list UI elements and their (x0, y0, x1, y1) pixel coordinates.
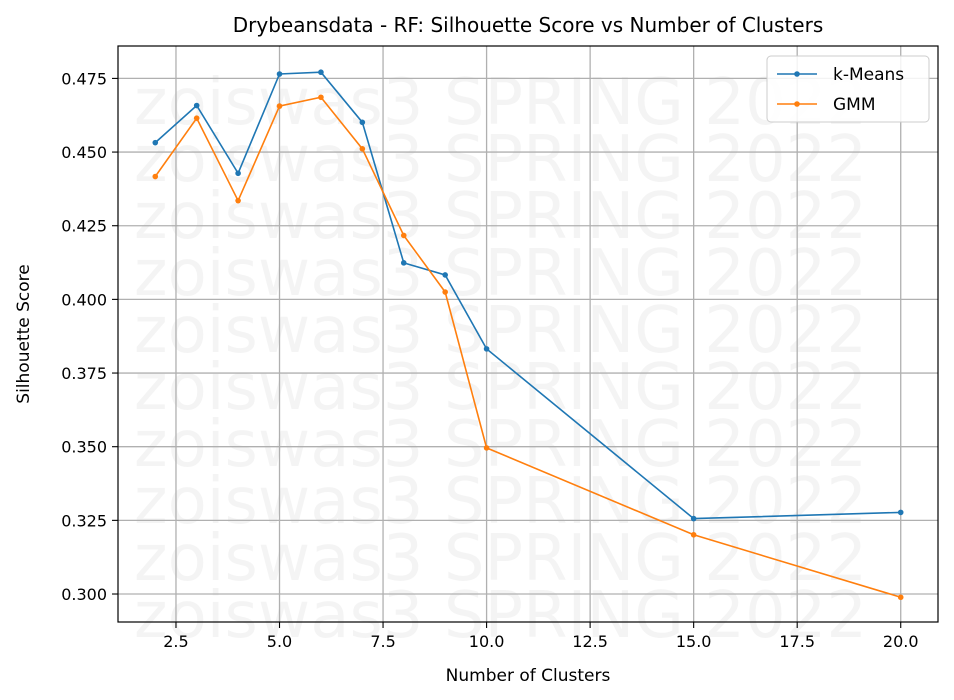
x-tick-label: 12.5 (572, 632, 608, 651)
data-point-gmm (897, 594, 904, 601)
data-point-gmm (235, 197, 241, 204)
data-point-gmm (400, 232, 407, 239)
legend-label-k-means: k-Means (833, 65, 904, 85)
data-point-k-means (442, 272, 448, 278)
watermark-text: zoiswas3 SPRING 2022 (134, 351, 867, 425)
watermark-text: zoiswas3 SPRING 2022 (134, 465, 867, 539)
data-point-gmm (359, 146, 366, 152)
x-tick-label: 10.0 (469, 632, 505, 651)
y-tick-label: 0.475 (61, 69, 107, 88)
data-point-k-means (400, 260, 407, 266)
y-tick-label: 0.450 (61, 143, 107, 162)
legend-marker-gmm (794, 101, 800, 107)
x-tick-label: 17.5 (779, 632, 815, 651)
x-tick-label: 2.5 (163, 632, 188, 651)
watermark-text: zoiswas3 SPRING 2022 (134, 180, 867, 254)
x-axis-ticks: 2.5 5.0 7.5 10.0 12.5 15.0 17.5 20.0 (163, 622, 919, 651)
data-point-k-means (690, 515, 697, 522)
x-tick-label: 5.0 (267, 632, 292, 651)
data-point-gmm (483, 445, 490, 451)
data-point-k-means (235, 170, 241, 177)
data-point-gmm (442, 289, 448, 295)
y-tick-label: 0.300 (61, 585, 107, 604)
data-point-k-means (193, 102, 200, 109)
y-tick-label: 0.350 (61, 438, 107, 457)
data-point-k-means (152, 139, 159, 146)
data-point-gmm (193, 115, 200, 121)
plot-frame (117, 45, 939, 623)
data-point-k-means (318, 69, 324, 76)
y-tick-label: 0.325 (61, 511, 107, 530)
legend: k-Means GMM (766, 55, 930, 123)
data-point-gmm (152, 173, 159, 180)
x-tick-label: 15.0 (676, 632, 712, 651)
y-tick-label: 0.425 (61, 217, 107, 236)
y-axis-ticks: 0.300 0.325 0.350 0.375 0.400 0.425 0.450 0.475 (61, 69, 118, 604)
chart-title: Drybeansdata - RF: Silhouette Score vs N… (233, 13, 824, 37)
data-point-gmm (318, 94, 324, 101)
x-tick-label: 20.0 (883, 632, 919, 651)
data-point-gmm (690, 531, 697, 538)
data-point-k-means (276, 71, 283, 77)
data-point-k-means (483, 346, 490, 352)
watermark-text: zoiswas3 SPRING 2022 (134, 294, 867, 368)
watermark-text: zoiswas3 SPRING 2022 (134, 579, 867, 653)
series-layer (152, 69, 904, 601)
y-tick-label: 0.375 (61, 364, 107, 383)
data-point-k-means (359, 119, 366, 126)
watermark-text: zoiswas3 SPRING 2022 (134, 408, 867, 482)
legend-box (766, 55, 930, 123)
legend-label-gmm: GMM (833, 95, 876, 115)
watermark-text: zoiswas3 SPRING 2022 (134, 522, 867, 596)
y-axis-label: Silhouette Score (14, 264, 34, 403)
legend-marker-k-means (794, 71, 800, 77)
watermark-text: zoiswas3 SPRING 2022 (134, 237, 867, 311)
data-point-k-means (897, 509, 904, 516)
x-axis-label: Number of Clusters (446, 666, 611, 686)
y-tick-label: 0.400 (61, 290, 107, 309)
data-point-gmm (276, 103, 283, 109)
x-tick-label: 7.5 (370, 632, 395, 651)
